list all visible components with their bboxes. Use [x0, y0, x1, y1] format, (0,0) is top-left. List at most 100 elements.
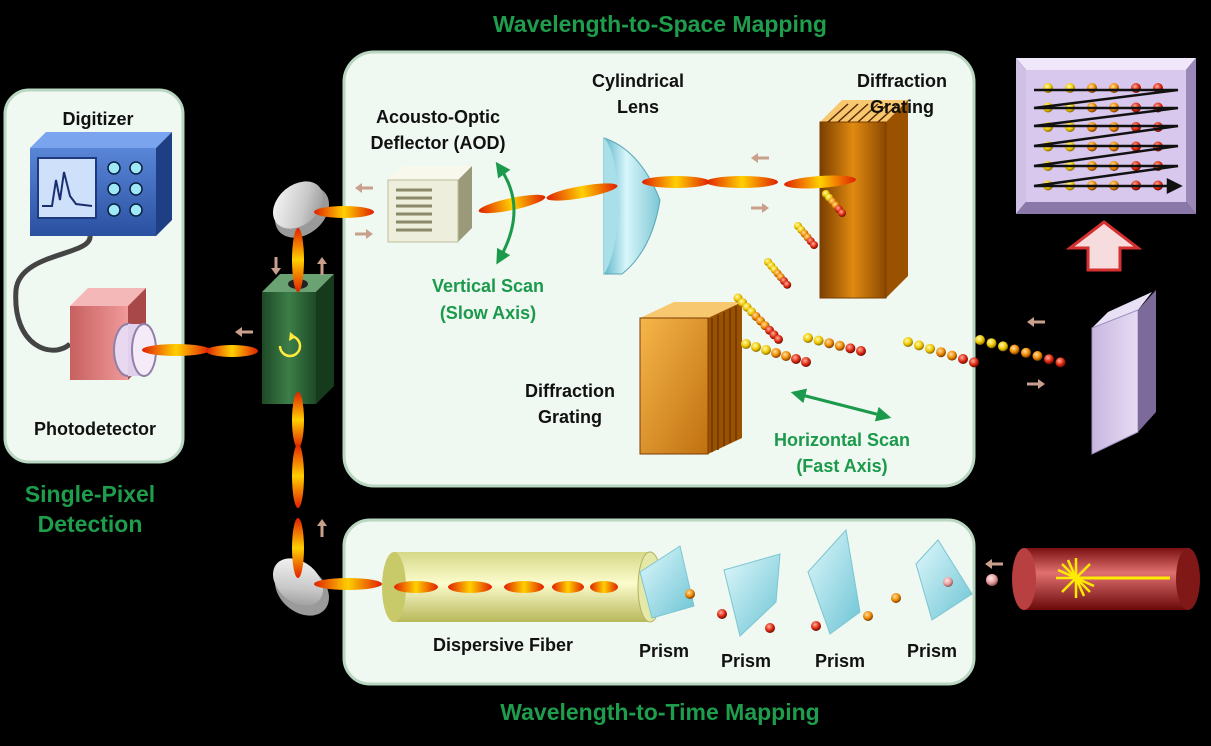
spectral-dot	[783, 280, 792, 289]
spectral-dot	[765, 623, 775, 633]
aod-label-line1: Acousto-Optic	[376, 107, 500, 127]
aod-label-line2: Deflector (AOD)	[370, 133, 506, 153]
horizontal-scan-label-line1: Horizontal Scan	[773, 430, 911, 450]
pulse	[642, 176, 710, 188]
spectral-dot	[834, 340, 845, 351]
spectral-dot	[986, 574, 998, 586]
raster-image-display	[1016, 58, 1196, 214]
cylindrical-lens-label-line2: Lens	[616, 97, 659, 117]
spectral-dot	[914, 340, 924, 351]
digitizer-icon	[30, 132, 172, 236]
pulse	[206, 345, 258, 357]
pulse	[292, 444, 304, 508]
prism-1-icon	[639, 545, 695, 619]
spectral-dot	[811, 621, 821, 631]
cylindrical-lens-label-line1: Cylindrical	[591, 71, 685, 91]
single-pixel-title-line1: Single-Pixel	[24, 481, 156, 507]
spectral-dot	[856, 346, 866, 356]
direction-arrow-head	[271, 268, 281, 275]
direction-arrow-head	[235, 327, 242, 337]
pulse	[394, 581, 438, 593]
spectral-dot	[741, 339, 751, 349]
prism-1-label: Prism	[638, 641, 690, 661]
pulse	[478, 194, 546, 214]
spectral-dot	[801, 357, 811, 367]
spectral-dot	[781, 351, 791, 361]
spectral-dot	[810, 241, 818, 249]
spectral-dot	[986, 338, 997, 349]
spectral-dot	[1032, 351, 1043, 361]
pulse	[706, 176, 778, 188]
photodetector-label: Photodetector	[33, 419, 156, 439]
space-mapping-title: Wavelength-to-Space Mapping	[493, 11, 827, 37]
horizontal-scan-label-line2: (Fast Axis)	[796, 456, 888, 476]
digitizer-label: Digitizer	[62, 109, 134, 129]
direction-arrow-head	[751, 153, 758, 163]
pulse	[546, 183, 618, 201]
direction-arrow-head	[317, 257, 327, 264]
pulse	[314, 578, 382, 590]
spectral-dot	[751, 342, 761, 352]
direction-arrow-head	[985, 559, 992, 569]
prism-4-label: Prism	[906, 641, 958, 661]
dispersive-fiber-label: Dispersive Fiber	[432, 635, 574, 655]
aod-icon	[387, 166, 472, 243]
pulse	[784, 175, 856, 189]
spectral-dot	[863, 611, 873, 621]
horizontal-scan-arrow	[790, 388, 892, 422]
cylindrical-lens-icon	[603, 137, 661, 275]
prism-2-label: Prism	[720, 651, 772, 671]
pulse	[504, 581, 544, 593]
up-arrow-icon	[1065, 220, 1143, 272]
vertical-scan-label-line1: Vertical Scan	[431, 276, 545, 296]
grating-top-label-line2: Grating	[869, 97, 934, 117]
spectral-dot	[717, 609, 727, 619]
spectral-dot	[771, 348, 781, 358]
raster-dot	[1131, 83, 1141, 93]
spectral-dots	[685, 190, 1066, 633]
spectral-dot	[1009, 344, 1020, 355]
cable	[13, 235, 93, 353]
single-pixel-title-line2: Detection	[37, 511, 143, 537]
optical-pulses	[142, 175, 856, 593]
diffraction-grating-top-icon	[819, 100, 908, 299]
spectral-dot	[1055, 357, 1066, 368]
raster-dot	[1065, 83, 1075, 93]
direction-arrows	[235, 153, 1045, 569]
vertical-scan-arrow	[495, 161, 516, 265]
prism-3-label: Prism	[814, 651, 866, 671]
prism-3-icon	[807, 528, 861, 635]
time-mapping-title: Wavelength-to-Time Mapping	[500, 699, 820, 725]
spectral-dot	[969, 357, 979, 368]
spectral-dot	[1021, 347, 1031, 358]
spectral-dot	[943, 577, 953, 587]
raster-dot	[1043, 83, 1053, 93]
spectral-dot	[903, 337, 913, 347]
pulse	[590, 581, 618, 593]
spectral-dot	[975, 335, 985, 345]
pulse	[292, 518, 304, 578]
spectral-dot	[803, 333, 813, 343]
pulse	[292, 392, 304, 448]
spectral-dot	[761, 345, 771, 355]
pulse	[552, 581, 584, 593]
spectral-dot	[774, 334, 783, 344]
spectral-dot	[958, 354, 968, 364]
vertical-scan-label-line2: (Slow Axis)	[439, 303, 537, 323]
direction-arrow-head	[1038, 379, 1045, 389]
spectral-dot	[1044, 354, 1054, 365]
mirror-bottom-icon	[272, 558, 329, 616]
sample-plate-icon	[1091, 290, 1156, 455]
spectral-dot	[838, 209, 846, 217]
diffraction-grating-middle-icon	[639, 302, 742, 455]
pulse	[448, 581, 492, 593]
raster-dot	[1087, 83, 1097, 93]
raster-dot	[1109, 83, 1119, 93]
direction-arrow-head	[762, 203, 769, 213]
laser-source-icon	[1012, 548, 1200, 610]
direction-arrow-head	[366, 229, 373, 239]
photodetector-icon	[70, 288, 157, 380]
spectral-dot	[685, 589, 695, 599]
prism-2-icon	[723, 553, 781, 637]
spectral-dot	[936, 347, 946, 358]
